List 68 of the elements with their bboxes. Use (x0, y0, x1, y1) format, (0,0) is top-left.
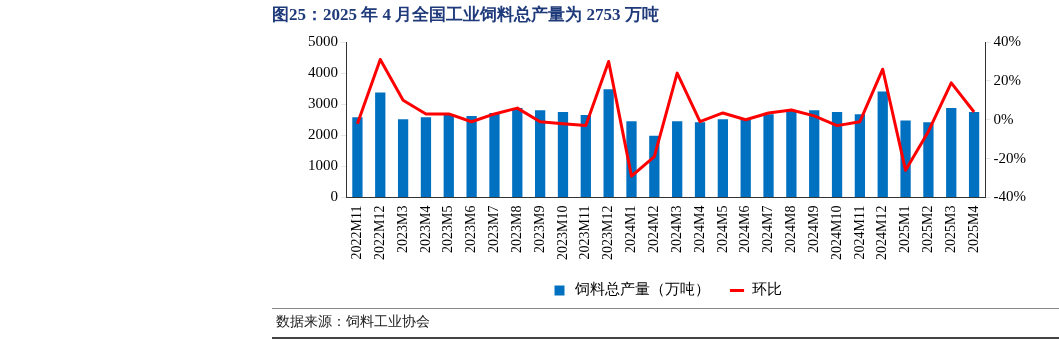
x-tick-label: 2023M11 (577, 205, 593, 260)
x-tick-label: 2024M11 (851, 205, 867, 260)
x-tick-label: 2023M12 (600, 205, 616, 260)
x-tick-label: 2024M12 (874, 205, 890, 260)
bar (877, 91, 888, 198)
x-tick-label: 2024M8 (783, 205, 799, 253)
y-tick-label: 0 (330, 188, 338, 205)
x-tick-label: 2023M4 (417, 205, 433, 253)
bar (580, 115, 591, 198)
bar (923, 122, 934, 198)
x-tick-label: 2023M3 (394, 205, 410, 253)
bar (489, 112, 500, 198)
bar (512, 107, 523, 198)
bar (557, 112, 569, 198)
x-tick-label: 2024M1 (623, 205, 639, 253)
y-tick-label: 1000 (308, 157, 338, 174)
y2-tick-label: -40% (993, 188, 1027, 205)
x-tick-label: 2023M6 (463, 205, 479, 253)
y-tick-label: 5000 (308, 32, 338, 49)
bar (968, 111, 980, 198)
x-tick-label: 2024M9 (805, 205, 821, 253)
x-tick-label: 2024M4 (691, 205, 707, 253)
x-tick-label: 2022M12 (371, 205, 387, 260)
x-tick-label: 2025M4 (965, 205, 981, 253)
legend-label: 环比 (752, 281, 782, 298)
x-tick-label: 2025M3 (942, 205, 958, 253)
x-tick-label: 2022M11 (349, 205, 365, 260)
bar (443, 114, 454, 198)
x-tick-label: 2023M8 (508, 205, 524, 253)
bar (809, 110, 820, 198)
legend-label: 饲料总产量（万吨） (573, 281, 710, 298)
chart-title: 图25：2025 年 4 月全国工业饲料总产量为 2753 万吨 (271, 4, 660, 26)
bar (786, 111, 797, 198)
bar (694, 122, 706, 198)
x-tick-label: 2023M9 (531, 205, 547, 253)
x-tick-label: 2025M2 (920, 205, 936, 253)
bar (763, 114, 774, 198)
bar (420, 117, 432, 198)
x-tick-label: 2024M10 (828, 205, 844, 260)
bar (375, 92, 386, 198)
bar (946, 107, 957, 198)
y2-tick-label: 40% (993, 32, 1022, 49)
x-tick-label: 2024M7 (760, 205, 776, 253)
y-tick-label: 3000 (308, 95, 338, 112)
x-tick-label: 2024M3 (668, 205, 684, 253)
bar (854, 114, 866, 198)
source-note: 数据来源：饲料工业协会 (272, 308, 1059, 339)
y-tick-label: 4000 (308, 64, 338, 81)
y2-tick-label: 20% (993, 71, 1022, 88)
x-tick-label: 2023M7 (486, 205, 502, 253)
bar (352, 117, 363, 198)
bar (740, 119, 751, 198)
bar (831, 112, 843, 198)
y2-tick-label: 0% (993, 110, 1014, 127)
y2-tick-label: -20% (993, 149, 1027, 166)
x-tick-label: 2024M6 (737, 205, 753, 253)
bar (535, 110, 546, 198)
bar (397, 119, 409, 198)
bar (466, 116, 477, 198)
x-tick-label: 2024M2 (646, 205, 662, 253)
y-tick-label: 2000 (308, 126, 338, 143)
bar (672, 121, 683, 198)
x-tick-label: 2025M1 (897, 205, 913, 253)
x-tick-label: 2023M10 (554, 205, 570, 260)
bar (603, 89, 614, 198)
x-tick-label: 2024M5 (714, 205, 730, 253)
x-tick-label: 2023M5 (440, 205, 456, 253)
bar (717, 119, 728, 198)
